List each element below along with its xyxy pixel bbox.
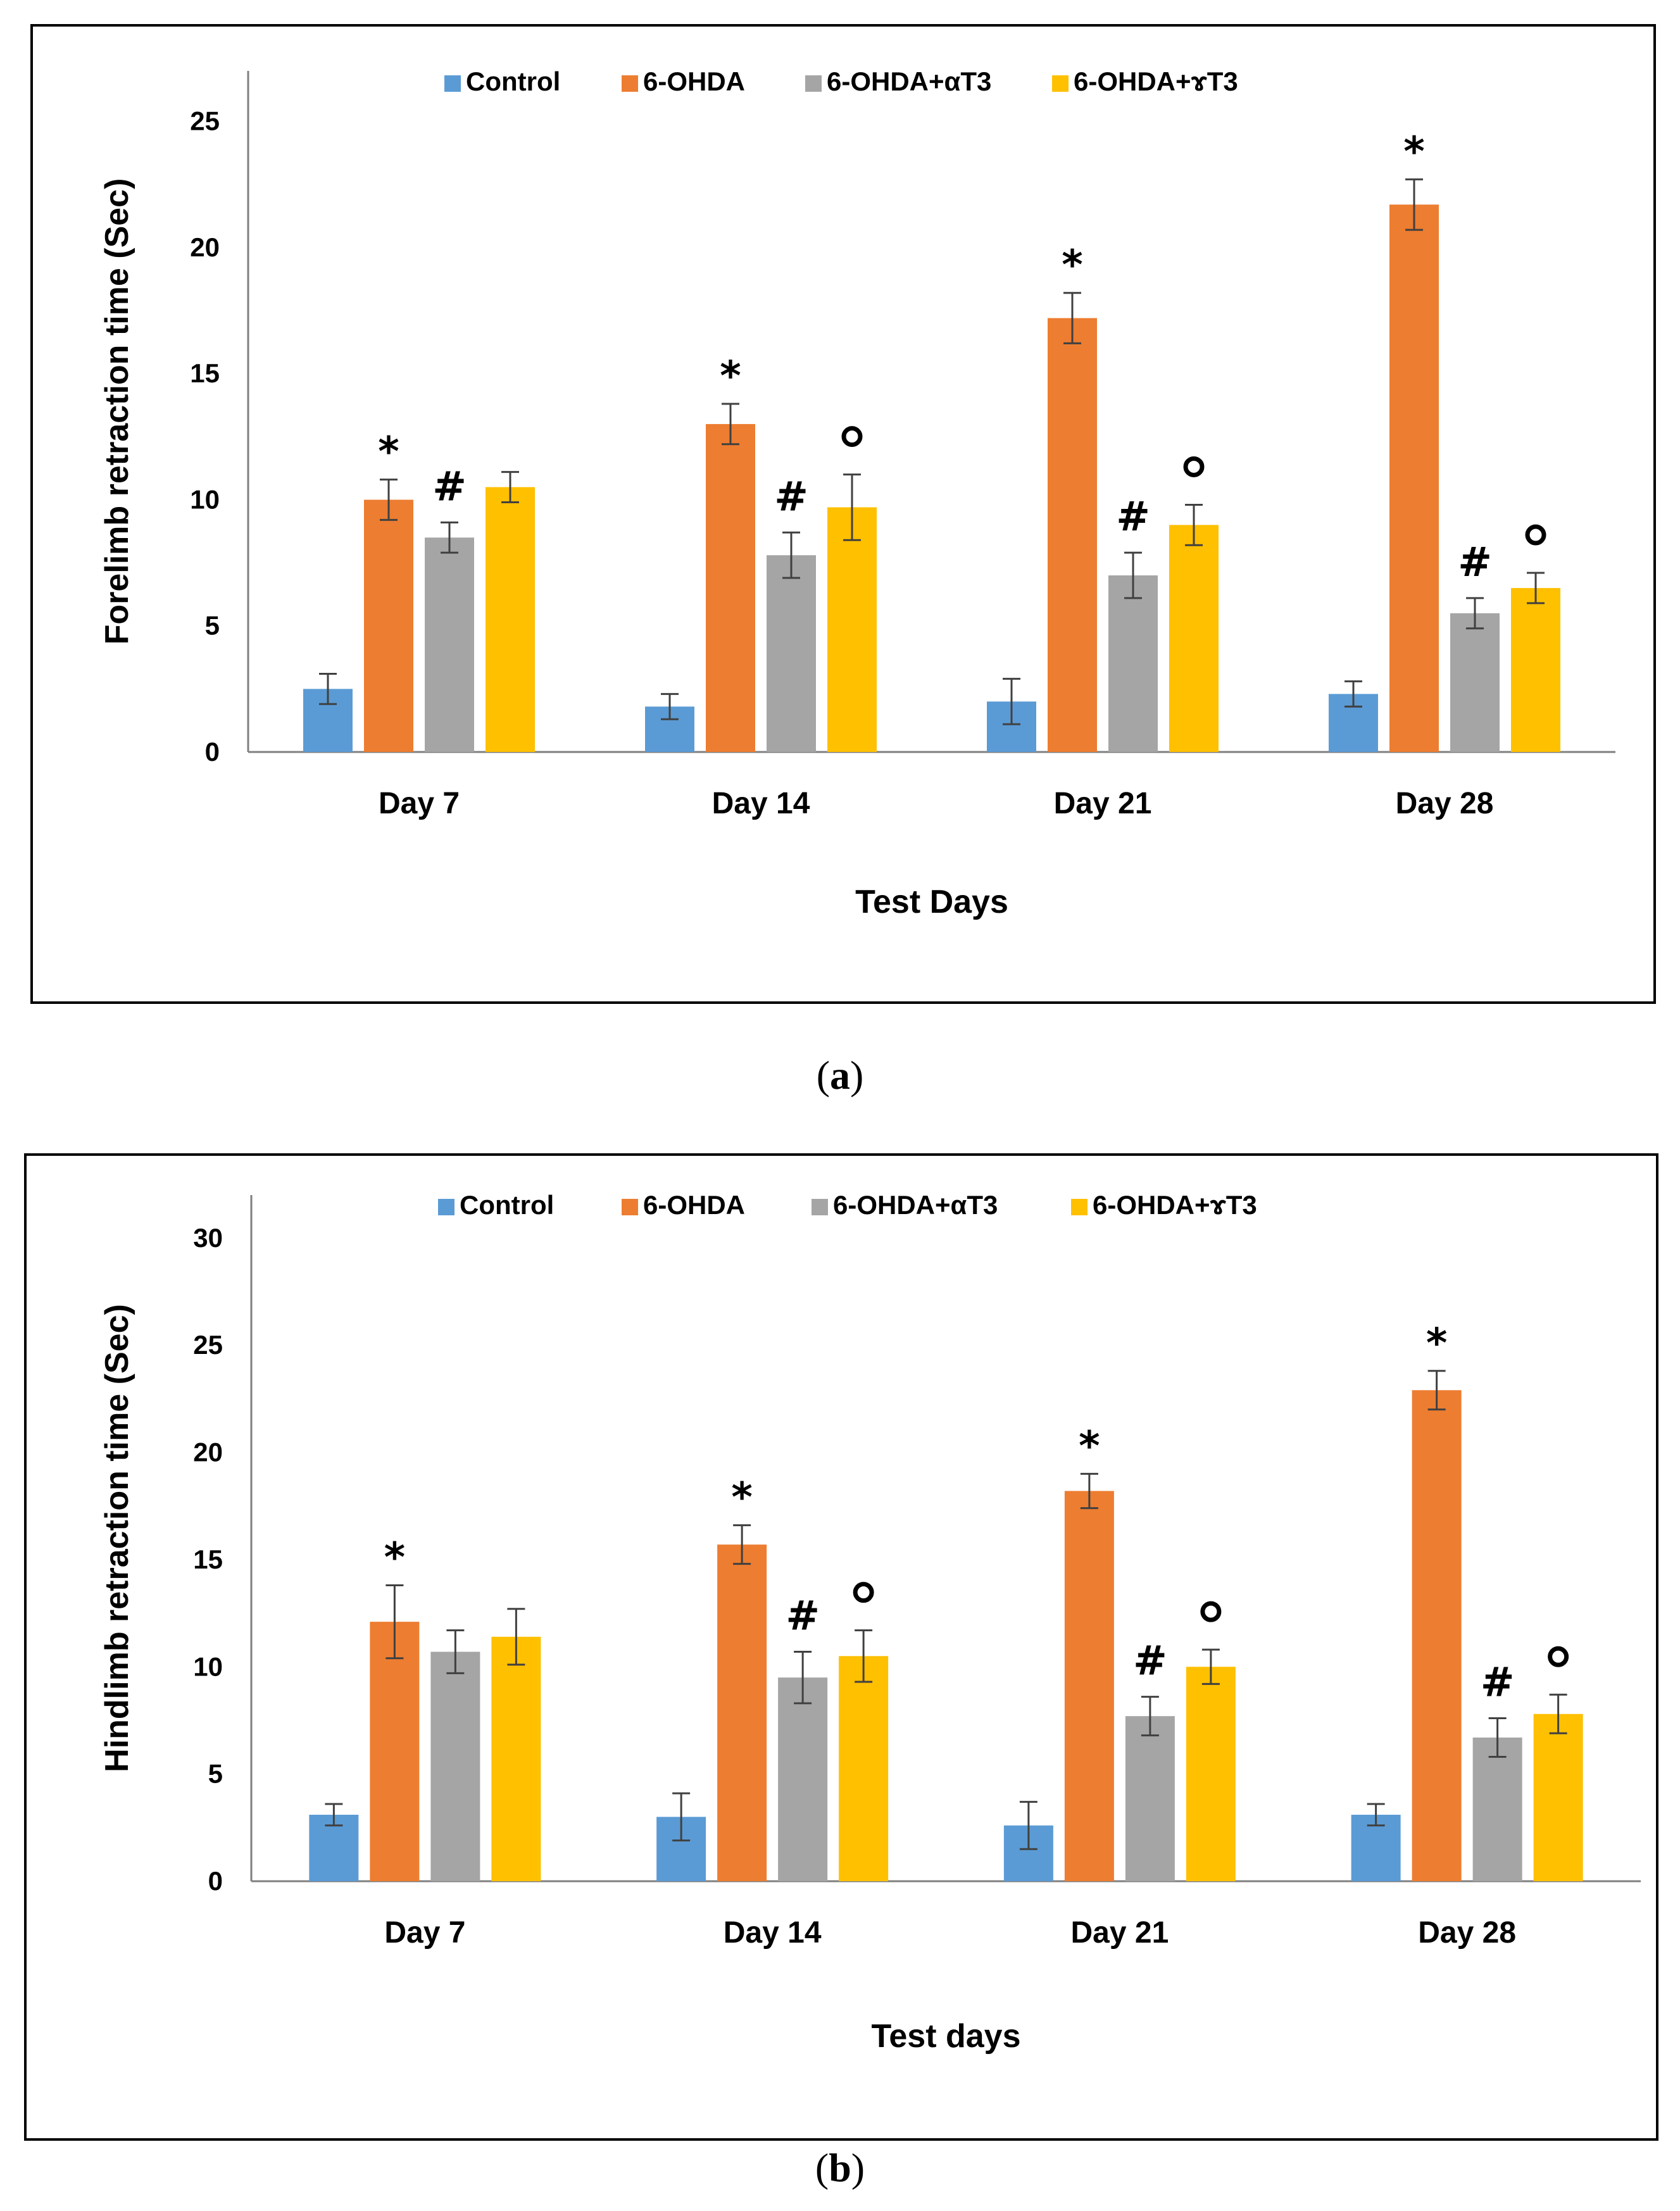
- significance-circle-mark: [1548, 1646, 1569, 1667]
- legend-label: 6-OHDA: [643, 1190, 745, 1220]
- bar-6-ohda-t3: [1186, 1667, 1236, 1881]
- significance-star-mark: *: [1079, 1423, 1100, 1470]
- bar-6-ohda-t3: [1169, 525, 1219, 752]
- x-category-label: Day 7: [379, 787, 460, 820]
- x-category-label: Day 21: [1054, 787, 1152, 820]
- legend-label: 6-OHDA+ɤT3: [1093, 1190, 1257, 1220]
- y-tick-label: 15: [193, 1544, 223, 1574]
- y-tick-label: 0: [205, 737, 220, 767]
- y-tick-label: 0: [208, 1866, 223, 1896]
- y-tick-label: 20: [190, 232, 220, 262]
- significance-circle-mark: [1525, 524, 1546, 546]
- significance-star-mark: *: [1403, 128, 1424, 175]
- x-category-label: Day 21: [1070, 1916, 1169, 1950]
- chart-panel-a: 0 5 10 15 20 25 Forelimb retraction time (Sec)…: [30, 24, 1656, 1004]
- bar-6-ohda-t3: [767, 555, 816, 752]
- x-category-label: Day 28: [1418, 1916, 1516, 1950]
- legend-label: Control: [460, 1190, 554, 1220]
- y-axis-title: Forelimb retraction time (Sec): [99, 179, 135, 645]
- legend-swatch: [622, 1199, 638, 1215]
- bar-6-ohda: [1064, 1491, 1114, 1881]
- legend-label: 6-OHDA+αT3: [827, 66, 991, 96]
- significance-circle-mark: [1200, 1601, 1222, 1622]
- significance-star-mark: *: [1426, 1320, 1447, 1367]
- legend-swatch: [1052, 75, 1069, 92]
- significance-star-mark: *: [378, 429, 399, 476]
- y-tick-label: 5: [205, 611, 220, 641]
- significance-hash-mark: #: [1116, 494, 1150, 541]
- bar-6-ohda-t3: [1450, 613, 1500, 752]
- significance-hash-mark: #: [1133, 1638, 1167, 1685]
- bar-6-ohda-t3: [827, 507, 877, 752]
- caption-b: (b): [815, 2145, 865, 2190]
- y-tick-label: 10: [193, 1651, 223, 1681]
- significance-circle-mark: [1183, 456, 1205, 477]
- y-tick-label: 25: [193, 1330, 223, 1360]
- significance-hash-mark: #: [1481, 1660, 1515, 1707]
- x-category-label: Day 28: [1396, 787, 1494, 820]
- significance-circle-mark: [853, 1582, 874, 1603]
- x-category-label: Day 7: [384, 1916, 465, 1950]
- bar-6-ohda-t3: [778, 1677, 828, 1881]
- significance-star-mark: *: [384, 1535, 405, 1582]
- x-category-label: Day 14: [724, 1916, 822, 1950]
- bar-6-ohda-t3: [491, 1636, 541, 1881]
- significance-hash-mark: #: [786, 1593, 820, 1640]
- bar-6-ohda: [1048, 318, 1097, 752]
- caption-a: (a): [816, 1053, 864, 1098]
- bar-6-ohda: [706, 423, 755, 752]
- significance-star-mark: *: [720, 353, 741, 400]
- significance-star-mark: *: [731, 1475, 752, 1522]
- bar-6-ohda-t3: [1125, 1716, 1175, 1881]
- y-tick-label: 10: [190, 484, 220, 514]
- chart-panel-b: 0 5 10 15 20 25 30 Hindlimb retraction time (Se…: [24, 1153, 1658, 2141]
- bar-6-ohda: [1412, 1390, 1462, 1881]
- significance-hash-mark: #: [1458, 539, 1492, 586]
- significance-hash-mark: #: [774, 473, 808, 520]
- x-axis-title: Test days: [871, 2018, 1020, 2055]
- legend-swatch: [622, 75, 638, 92]
- bar-6-ohda: [1389, 204, 1439, 752]
- y-tick-label: 25: [190, 106, 220, 136]
- x-category-label: Day 14: [712, 787, 810, 820]
- significance-hash-mark: #: [432, 463, 467, 510]
- bar-6-ohda: [717, 1544, 767, 1881]
- legend-label: Control: [466, 66, 560, 96]
- bar-6-ohda-t3: [839, 1656, 889, 1881]
- y-tick-label: 20: [193, 1437, 223, 1467]
- legend-swatch: [1071, 1199, 1088, 1215]
- y-axis-title: Hindlimb retraction time (Sec): [99, 1304, 135, 1772]
- significance-circle-mark: [841, 426, 863, 448]
- y-tick-label: 5: [208, 1759, 223, 1789]
- legend-label: 6-OHDA+αT3: [833, 1190, 998, 1220]
- x-axis-title: Test Days: [855, 884, 1008, 920]
- legend-swatch: [444, 75, 461, 92]
- legend-swatch: [812, 1199, 828, 1215]
- bar-6-ohda: [370, 1622, 420, 1881]
- bar-6-ohda-t3: [425, 537, 474, 752]
- legend-label: 6-OHDA: [643, 66, 745, 96]
- significance-star-mark: *: [1062, 242, 1082, 289]
- bar-6-ohda-t3: [430, 1651, 480, 1881]
- forelimb-chart: 0 5 10 15 20 25 Forelimb retraction time (Sec)…: [99, 66, 1615, 920]
- y-tick-label: 30: [193, 1223, 223, 1253]
- bar-6-ohda-t3: [1511, 587, 1560, 752]
- bar-6-ohda-t3: [486, 487, 535, 752]
- hindlimb-chart: 0 5 10 15 20 25 30 Hindlimb retraction time (Se…: [99, 1190, 1641, 2055]
- y-tick-label: 15: [190, 358, 220, 388]
- legend-swatch: [805, 75, 822, 92]
- legend-label: 6-OHDA+ɤT3: [1074, 66, 1238, 96]
- bar-6-ohda-t3: [1472, 1738, 1522, 1881]
- bar-6-ohda-t3: [1533, 1713, 1583, 1881]
- bar-6-ohda-t3: [1108, 575, 1158, 752]
- bar-6-ohda: [364, 499, 413, 752]
- legend-swatch: [438, 1199, 454, 1215]
